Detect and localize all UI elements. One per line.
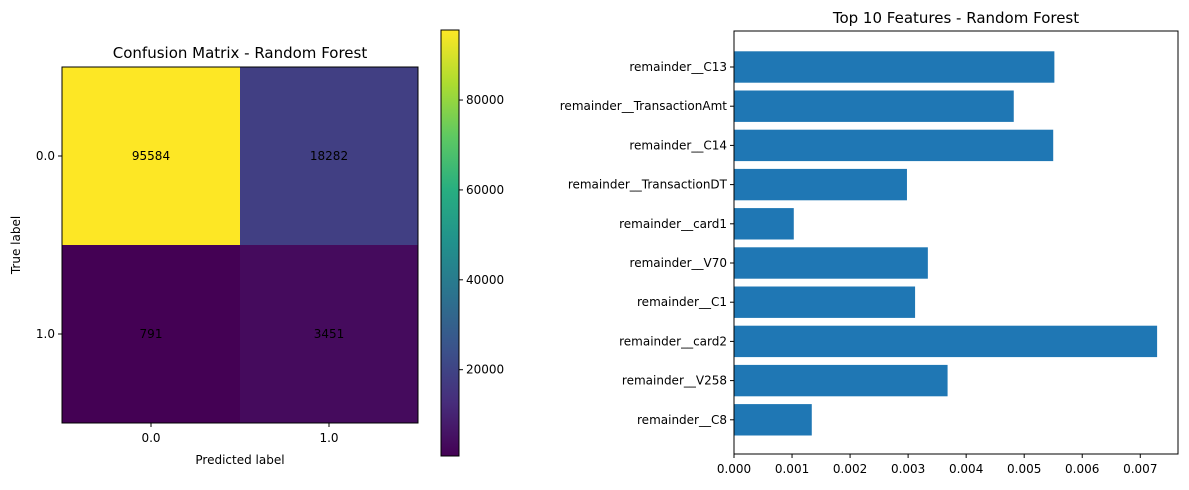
colorbar-tick-label: 20000	[466, 363, 504, 377]
fi-ytick-label: remainder__C1	[637, 295, 727, 309]
cm-xlabel: Predicted label	[195, 453, 284, 467]
fi-bar	[734, 168, 907, 201]
cm-ytick-label: 0.0	[36, 149, 55, 163]
cm-cell-value: 95584	[132, 149, 170, 163]
fi-bar	[734, 208, 794, 240]
fi-bar	[734, 129, 1054, 162]
fi-frame	[733, 30, 1179, 455]
cm-cell	[240, 245, 418, 423]
fi-xtick-label: 0.001	[775, 462, 809, 476]
fi-bar	[734, 286, 916, 318]
fi-xtick-label: 0.005	[1007, 462, 1041, 476]
cm-cell	[62, 245, 240, 423]
fi-ytick-label: remainder__TransactionAmt	[560, 99, 728, 113]
cm-cell-value: 18282	[310, 149, 348, 163]
fi-ytick-label: remainder__V258	[622, 374, 727, 388]
fi-xtick-label: 0.006	[1065, 462, 1099, 476]
cm-title: Confusion Matrix - Random Forest	[113, 44, 368, 62]
colorbar-tick-label: 40000	[466, 273, 504, 287]
fi-bar	[734, 404, 812, 436]
fi-bars	[734, 51, 1158, 436]
confusion-matrix-panel: Confusion Matrix - Random Forest 95584 18…	[9, 44, 419, 467]
fi-xtick-label: 0.004	[949, 462, 983, 476]
cm-xtick-label: 0.0	[141, 431, 160, 445]
fi-ytick-label: remainder__C8	[637, 413, 727, 427]
fi-ytick-label: remainder__V70	[630, 256, 727, 270]
fi-xtick-label: 0.003	[891, 462, 925, 476]
cm-ytick-label: 1.0	[36, 327, 55, 341]
colorbar: 20000 40000 60000 80000	[440, 29, 504, 457]
fi-xtick-label: 0.002	[833, 462, 867, 476]
colorbar-ticks: 20000 40000 60000 80000	[459, 93, 504, 377]
fi-xticks: 0.000 0.001 0.002 0.003 0.004 0.005 0.006 0.007	[717, 454, 1157, 476]
cm-frame	[61, 66, 419, 424]
fi-ytick-label: remainder__card1	[619, 217, 727, 231]
fi-ytick-label: remainder__C13	[629, 60, 727, 74]
fi-bar	[734, 364, 948, 397]
fi-yticks: remainder__C13 remainder__TransactionAmtr…	[560, 60, 734, 427]
cm-cells: 95584 18282 791 3451	[62, 67, 418, 423]
fi-bar	[734, 325, 1158, 358]
fi-ytick-label: remainder__card2	[619, 334, 727, 348]
cm-xtick-label: 1.0	[319, 431, 338, 445]
cm-cell	[240, 67, 418, 245]
feature-importance-panel: Top 10 Features - Random Forest remainde…	[560, 9, 1179, 476]
fi-xtick-label: 0.000	[717, 462, 751, 476]
cm-ticks: 0.0 1.0 0.0 1.0	[36, 149, 339, 445]
colorbar-gradient	[440, 29, 460, 457]
fi-xtick-label: 0.007	[1123, 462, 1157, 476]
fi-bar	[734, 51, 1055, 83]
fi-bar	[734, 247, 928, 279]
cm-cell-value: 3451	[314, 327, 345, 341]
fi-ytick-label: remainder__C14	[629, 138, 727, 152]
fi-bar	[734, 90, 1014, 122]
fi-title: Top 10 Features - Random Forest	[832, 9, 1079, 27]
cm-ylabel: True label	[9, 216, 23, 275]
fi-ytick-label: remainder__TransactionDT	[568, 178, 728, 192]
colorbar-tick-label: 60000	[466, 183, 504, 197]
cm-cell-value: 791	[140, 327, 163, 341]
cm-cell	[62, 67, 240, 245]
colorbar-tick-label: 80000	[466, 93, 504, 107]
